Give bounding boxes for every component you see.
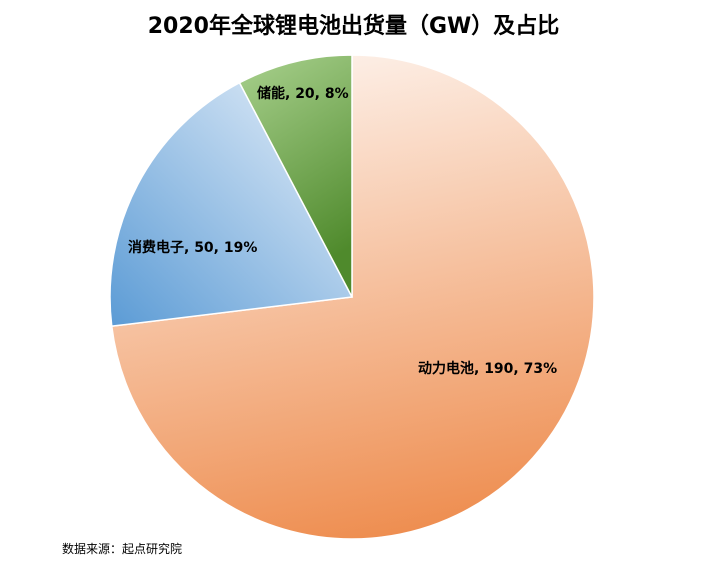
- slice-label-2: 储能, 20, 8%: [256, 85, 349, 102]
- slice-label-1: 消费电子, 50, 19%: [128, 239, 257, 256]
- pie-slices: [109, 54, 595, 540]
- pie-slice-2: [238, 54, 353, 298]
- pie-slice-0: [110, 54, 595, 540]
- source-note: 数据来源：起点研究院: [62, 542, 183, 556]
- chart-title: 2020年全球锂电池出货量（GW）及占比: [147, 14, 560, 39]
- slice-label-0: 动力电池, 190, 73%: [418, 360, 557, 377]
- pie-slice-1: [109, 81, 354, 328]
- pie-labels: 动力电池, 190, 73% 消费电子, 50, 19% 储能, 20, 8%: [128, 85, 557, 377]
